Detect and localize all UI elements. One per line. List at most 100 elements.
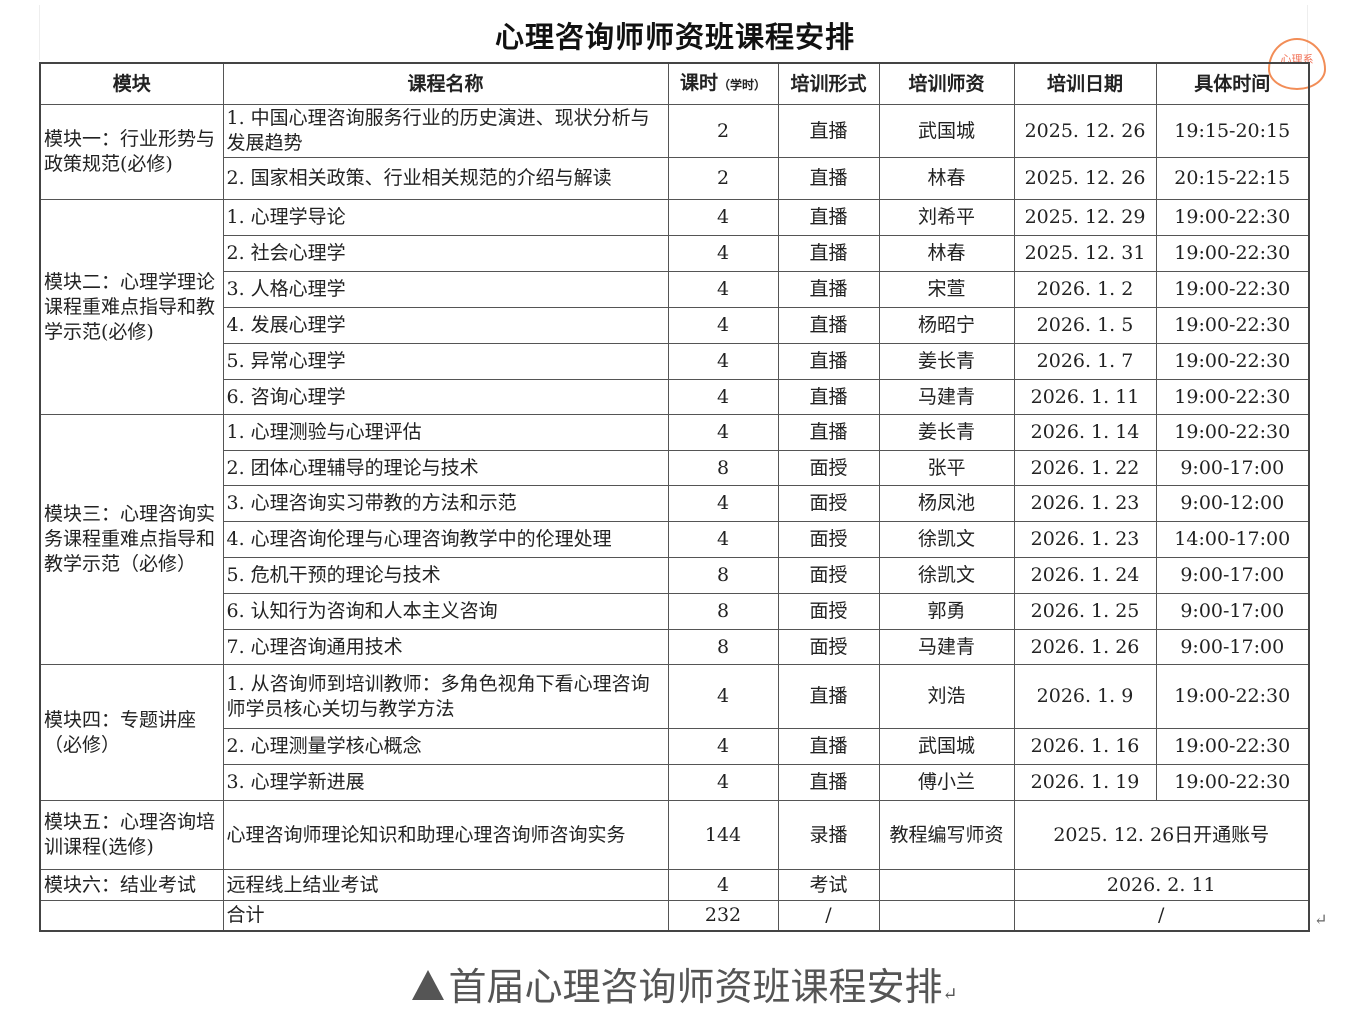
- format-cell: 直播: [777, 414, 880, 451]
- page-edge: [39, 5, 40, 60]
- format-cell: 面授: [777, 521, 880, 558]
- hours-cell: 8: [667, 629, 779, 665]
- course-title-cell: 4. 发展心理学: [222, 307, 669, 344]
- teacher-cell: [878, 869, 1015, 901]
- teacher-cell: 徐凯文: [878, 557, 1015, 594]
- format-cell: 录播: [777, 800, 880, 870]
- header-time: 具体时间: [1155, 62, 1310, 105]
- teacher-cell: 宋萱: [878, 271, 1015, 308]
- course-title-cell: 心理咨询师理论知识和助理心理咨询师咨询实务: [222, 800, 669, 870]
- table-row: 模块四：专题讲座（必修） 1. 从咨询师到培训教师：多角色视角下看心理咨询师学员核…: [39, 664, 1310, 801]
- total-row: 合计 232//: [39, 900, 1310, 931]
- time-cell: 20:15-22:15: [1155, 157, 1310, 200]
- format-cell: 面授: [777, 629, 880, 665]
- total-module-cell: [39, 900, 224, 931]
- teacher-cell: 杨昭宁: [878, 307, 1015, 344]
- teacher-cell: 张平: [878, 450, 1015, 486]
- paragraph-mark: ↵: [1314, 910, 1328, 929]
- hours-cell: 4: [667, 485, 779, 522]
- format-cell: 直播: [777, 104, 880, 158]
- format-cell: 面授: [777, 557, 880, 594]
- caption-text: 首届心理咨询师资班课程安排: [448, 965, 943, 1009]
- table-row: 6. 认知行为咨询和人本主义咨询 8 面授 郭勇 2026. 1. 25 9:00-17:…: [40, 593, 1310, 630]
- header-date: 培训日期: [1013, 62, 1157, 105]
- hours-cell: 4: [667, 664, 779, 729]
- teacher-cell: 马建青: [878, 379, 1015, 415]
- hours-cell: 144: [667, 800, 779, 870]
- hours-cell: 8: [667, 557, 779, 594]
- time-cell: 19:00-22:30: [1155, 664, 1310, 729]
- table-row: 5. 异常心理学 4 直播 姜长青 2026. 1. 7 19:00-22:30: [40, 343, 1310, 380]
- date-cell: 2026. 1. 16: [1013, 728, 1157, 765]
- table-row: 2. 社会心理学 4 直播 林春 2025. 12. 31 19:00-22:30: [40, 235, 1310, 272]
- total-date-time-cell: /: [1013, 900, 1310, 931]
- format-cell: 直播: [777, 157, 880, 200]
- format-cell: 面授: [777, 485, 880, 522]
- time-cell: 19:00-22:30: [1155, 235, 1310, 272]
- date-cell: 2026. 1. 9: [1013, 664, 1157, 729]
- course-title-cell: 远程线上结业考试: [222, 869, 669, 901]
- teacher-cell: 林春: [878, 157, 1015, 200]
- teacher-cell: 武国城: [878, 104, 1015, 158]
- hours-cell: 2: [667, 104, 779, 158]
- date-cell: 2026. 1. 7: [1013, 343, 1157, 380]
- format-cell: 面授: [777, 450, 880, 486]
- time-cell: 19:00-22:30: [1155, 414, 1310, 451]
- date-cell: 2026. 1. 19: [1013, 764, 1157, 801]
- time-cell: 19:00-22:30: [1155, 728, 1310, 765]
- hours-cell: 4: [667, 764, 779, 801]
- header-format: 培训形式: [777, 62, 880, 105]
- table-row: 模块五：心理咨询培训课程(选修) 心理咨询师理论知识和助理心理咨询师咨询实务 144…: [39, 800, 1310, 870]
- table-row: 模块二：心理学理论课程重难点指导和教学示范(必修) 1. 心理学导论 4 直播 刘希平 2…: [39, 199, 1310, 415]
- course-title-cell: 2. 团体心理辅导的理论与技术: [222, 450, 669, 486]
- module-name-cell: 模块二：心理学理论课程重难点指导和教学示范(必修): [39, 199, 224, 415]
- course-title-cell: 4. 心理咨询伦理与心理咨询教学中的伦理处理: [222, 521, 669, 558]
- date-time-cell: 2026. 2. 11: [1013, 869, 1310, 901]
- date-cell: 2026. 1. 5: [1013, 307, 1157, 344]
- teacher-cell: 徐凯文: [878, 521, 1015, 558]
- teacher-cell: 姜长青: [878, 414, 1015, 451]
- total-teacher-cell: [878, 900, 1015, 931]
- date-cell: 2026. 1. 25: [1013, 593, 1157, 630]
- teacher-cell: 武国城: [878, 728, 1015, 765]
- time-cell: 19:00-22:30: [1155, 343, 1310, 380]
- hours-cell: 4: [667, 307, 779, 344]
- teacher-cell: 刘浩: [878, 664, 1015, 729]
- hours-cell: 4: [667, 271, 779, 308]
- hours-cell: 8: [667, 593, 779, 630]
- format-cell: 考试: [777, 869, 880, 901]
- course-title-cell: 1. 心理学导论: [222, 199, 669, 236]
- header-hours: 课时（学时）: [667, 62, 779, 105]
- hours-cell: 2: [667, 157, 779, 200]
- hours-cell: 4: [667, 521, 779, 558]
- course-title-cell: 5. 危机干预的理论与技术: [222, 557, 669, 594]
- date-cell: 2026. 1. 24: [1013, 557, 1157, 594]
- hours-cell: 4: [667, 343, 779, 380]
- teacher-cell: 姜长青: [878, 343, 1015, 380]
- format-cell: 面授: [777, 593, 880, 630]
- time-cell: 19:00-22:30: [1155, 307, 1310, 344]
- time-cell: 9:00-17:00: [1155, 450, 1310, 486]
- format-cell: 直播: [777, 664, 880, 729]
- time-cell: 19:00-22:30: [1155, 271, 1310, 308]
- caption: 首届心理咨询师资班课程安排↵: [0, 956, 1362, 1011]
- schedule-table: 模块 课程名称 课时（学时） 培训形式 培训师资 培训日期 具体时间 模块一：行…: [39, 62, 1310, 932]
- format-cell: 直播: [777, 235, 880, 272]
- format-cell: 直播: [777, 343, 880, 380]
- header-teacher: 培训师资: [878, 62, 1015, 105]
- document-title: 心理咨询师师资班课程安排: [494, 20, 855, 54]
- time-cell: 9:00-17:00: [1155, 593, 1310, 630]
- format-cell: 直播: [777, 199, 880, 236]
- header-hours-label: 课时: [679, 71, 718, 94]
- time-cell: 19:15-20:15: [1155, 104, 1310, 158]
- total-format-cell: /: [777, 900, 880, 931]
- course-title-cell: 3. 心理学新进展: [222, 764, 669, 801]
- hours-cell: 4: [667, 414, 779, 451]
- date-cell: 2026. 1. 22: [1013, 450, 1157, 486]
- table-row: 模块一：行业形势与政策规范(必修) 1. 中国心理咨询服务行业的历史演进、现状分析…: [39, 104, 1310, 200]
- header-course: 课程名称: [222, 62, 669, 105]
- teacher-cell: 傅小兰: [878, 764, 1015, 801]
- hours-cell: 8: [667, 450, 779, 486]
- date-cell: 2025. 12. 29: [1013, 199, 1157, 236]
- teacher-cell: 马建青: [878, 629, 1015, 665]
